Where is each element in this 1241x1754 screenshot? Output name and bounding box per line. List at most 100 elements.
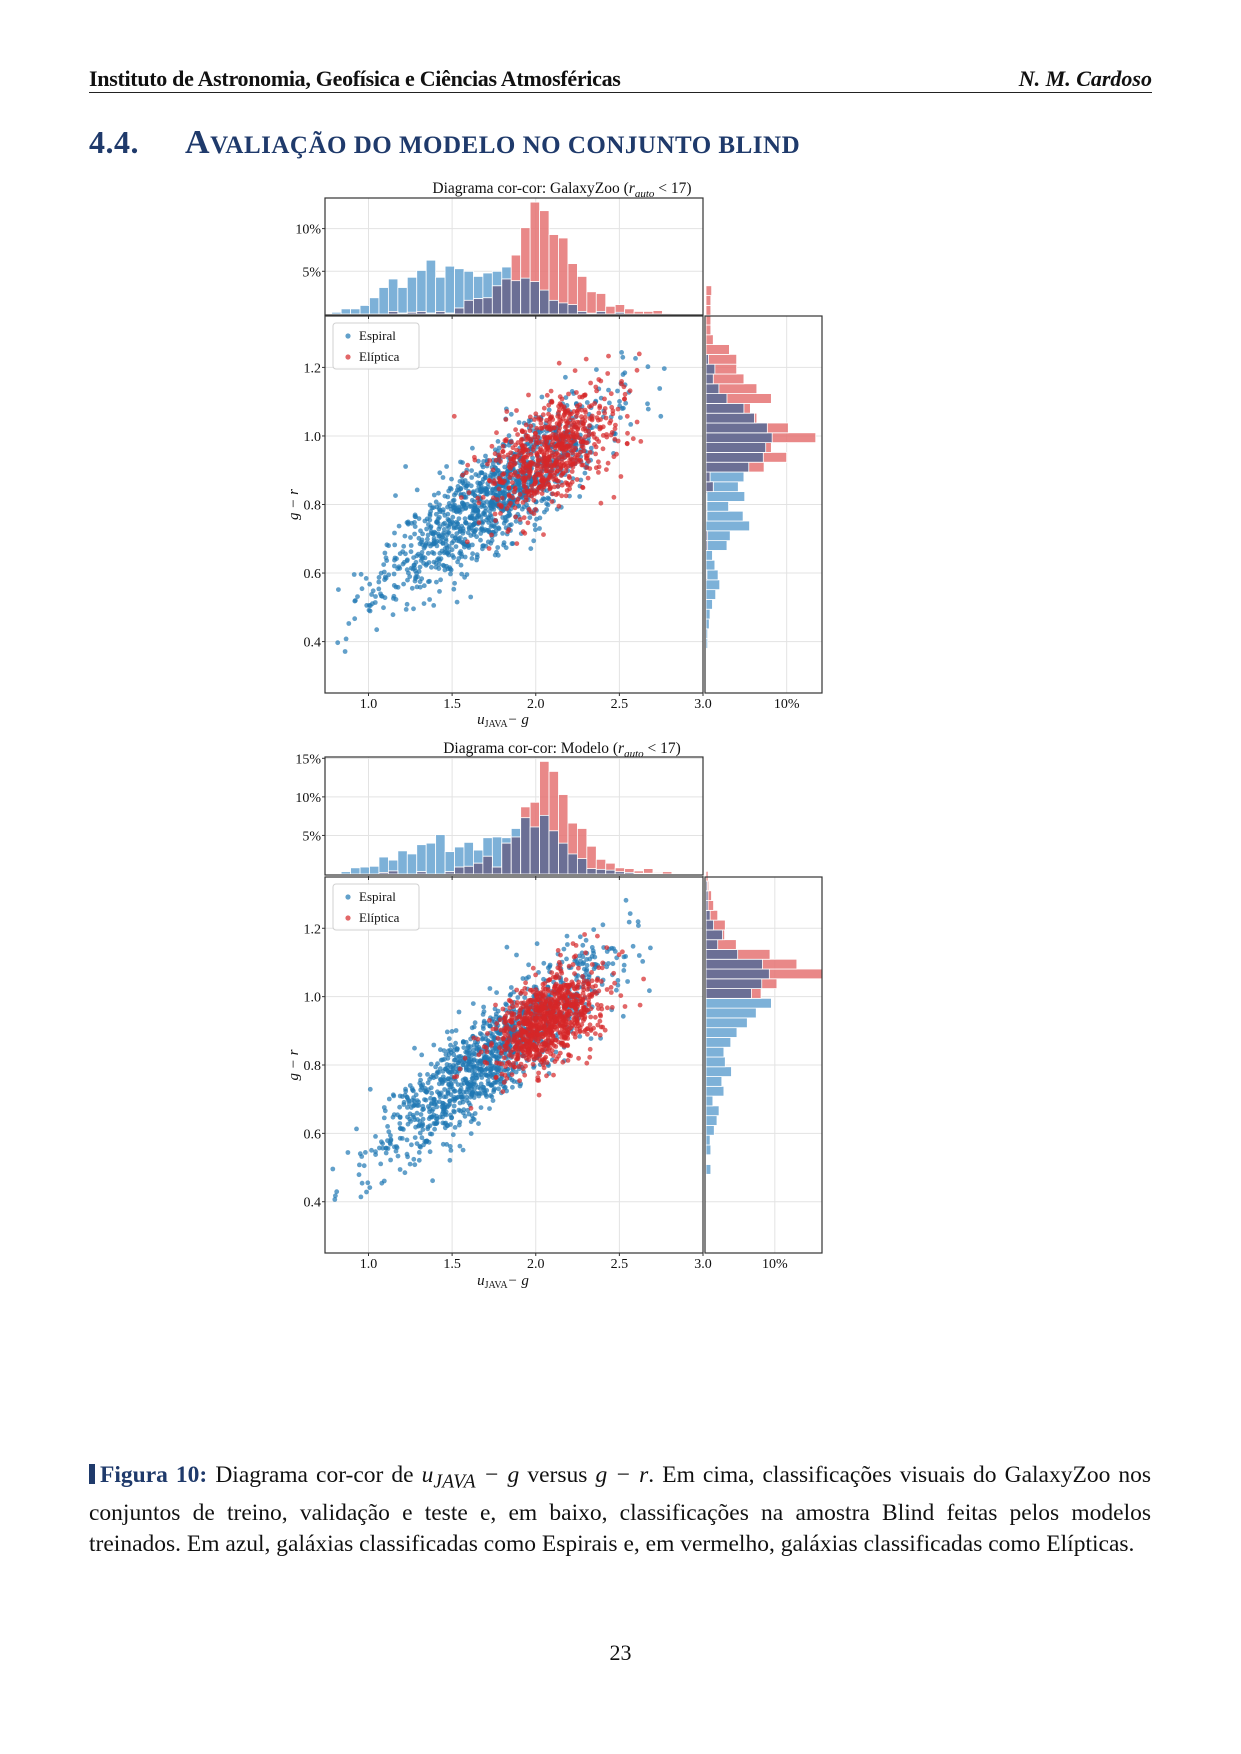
scatter-point-espiral [635,919,641,925]
scatter-point-espiral [405,577,410,583]
scatter-point-espiral [445,523,450,529]
scatter-point-espiral [448,1042,453,1048]
top-histogram-bar-overlap [576,311,588,315]
top-histogram-ytick-label: 15% [295,752,321,767]
scatter-point-espiral [421,583,427,589]
top-histogram-bar-espiral [435,276,446,315]
right-histogram-bar-espiral [705,1007,757,1019]
scatter-point-eliptica [526,506,532,512]
scatter-point-espiral [448,1069,454,1075]
scatter-point-eliptica [557,1022,563,1028]
scatter-point-eliptica [485,1031,490,1036]
scatter-point-espiral [425,532,431,538]
scatter-point-espiral [383,1150,389,1156]
scatter-point-espiral [379,1139,384,1145]
scatter-point-eliptica [512,1064,517,1070]
top-histogram-bar-eliptica [624,308,635,315]
scatter-point-espiral [489,1094,495,1100]
right-histogram-bar-overlap [705,452,764,463]
scatter-point-espiral [414,1110,420,1116]
scatter-point-eliptica [596,464,602,470]
scatter-point-eliptica [592,401,598,406]
scatter-point-eliptica [637,1002,643,1008]
scatter-point-eliptica [574,1026,580,1032]
scatter-point-espiral [376,579,382,585]
scatter-point-eliptica [574,390,579,395]
scatter-point-espiral [461,482,467,487]
scatter-ytick-label: 0.4 [304,636,322,651]
scatter-point-eliptica [514,541,520,546]
right-histogram-frame [704,876,823,1254]
scatter-point-eliptica [556,360,562,366]
scatter-point-eliptica [530,1030,536,1035]
scatter-point-espiral [479,470,485,476]
scatter-point-espiral [335,640,341,646]
right-histogram-bar-espiral [705,1027,738,1038]
scatter-point-eliptica [555,483,561,489]
scatter-point-espiral [367,1185,373,1190]
scatter-point-eliptica [560,1017,566,1023]
scatter-point-espiral [449,1115,454,1121]
scatter-point-espiral [544,507,550,512]
scatter-point-eliptica [580,462,586,468]
scatter-point-eliptica [554,972,560,977]
scatter-point-eliptica [517,492,523,497]
scatter-point-eliptica [624,441,630,447]
right-histogram-bar-espiral [705,1134,711,1146]
right-histogram-bar-espiral [705,997,772,1009]
scatter-point-espiral [480,479,485,485]
scatter-point-espiral [472,1020,478,1026]
right-histogram-bar-espiral [705,510,744,522]
scatter-point-espiral [561,946,567,952]
right-histogram-bar-overlap [705,402,745,414]
scatter-point-espiral [445,1055,451,1061]
top-histogram-bar-espiral [425,259,437,315]
scatter-point-espiral [513,518,519,524]
top-histogram-bar-overlap [425,312,437,315]
scatter-point-espiral [491,1080,497,1086]
scatter-xtick-label: 3.0 [694,697,712,712]
scatter-point-espiral [460,1147,466,1153]
scatter-point-eliptica [520,1028,526,1033]
top-histogram-bar-overlap [539,289,550,315]
scatter-point-espiral [446,549,452,555]
scatter-ytick-label: 1.0 [304,991,322,1006]
scatter-point-eliptica [634,367,640,373]
scatter-point-eliptica [605,460,611,466]
scatter-point-espiral [440,475,446,480]
scatter-point-eliptica [529,1034,534,1039]
scatter-point-eliptica [611,970,617,976]
scatter-point-espiral [577,1034,583,1039]
scatter-point-eliptica [530,989,536,995]
top-histogram-bar-espiral [444,265,455,315]
scatter-point-espiral [410,566,416,572]
scatter-point-espiral [346,621,352,626]
scatter-ytick-label: 1.2 [304,922,322,937]
scatter-point-espiral [454,519,459,525]
top-histogram-bar-overlap [633,872,644,875]
scatter-point-eliptica [549,453,555,459]
scatter-point-espiral [332,1197,338,1202]
scatter-point-eliptica [484,1049,490,1055]
scatter-point-espiral [454,599,460,605]
scatter-point-espiral [411,1156,417,1162]
right-histogram-bar-espiral [705,550,713,561]
scatter-point-espiral [471,1064,477,1070]
scatter-point-eliptica [600,1024,606,1030]
legend: Espiral Elíptica [332,322,420,370]
scatter-point-espiral [473,1082,478,1088]
scatter-point-eliptica [589,962,595,967]
scatter-point-espiral [545,965,551,971]
section-number: 4.4. [89,124,139,160]
scatter-point-espiral [563,374,568,380]
scatter-point-espiral [367,581,373,587]
scatter-point-eliptica [569,992,575,998]
right-histogram-bar-espiral [705,1164,712,1175]
scatter-point-espiral [445,516,451,522]
scatter-point-eliptica [582,932,587,937]
scatter-point-espiral [473,472,479,477]
scatter-point-eliptica [566,415,572,421]
scatter-point-eliptica [519,443,525,448]
scatter-point-eliptica [579,414,584,420]
scatter-point-espiral [577,953,582,959]
